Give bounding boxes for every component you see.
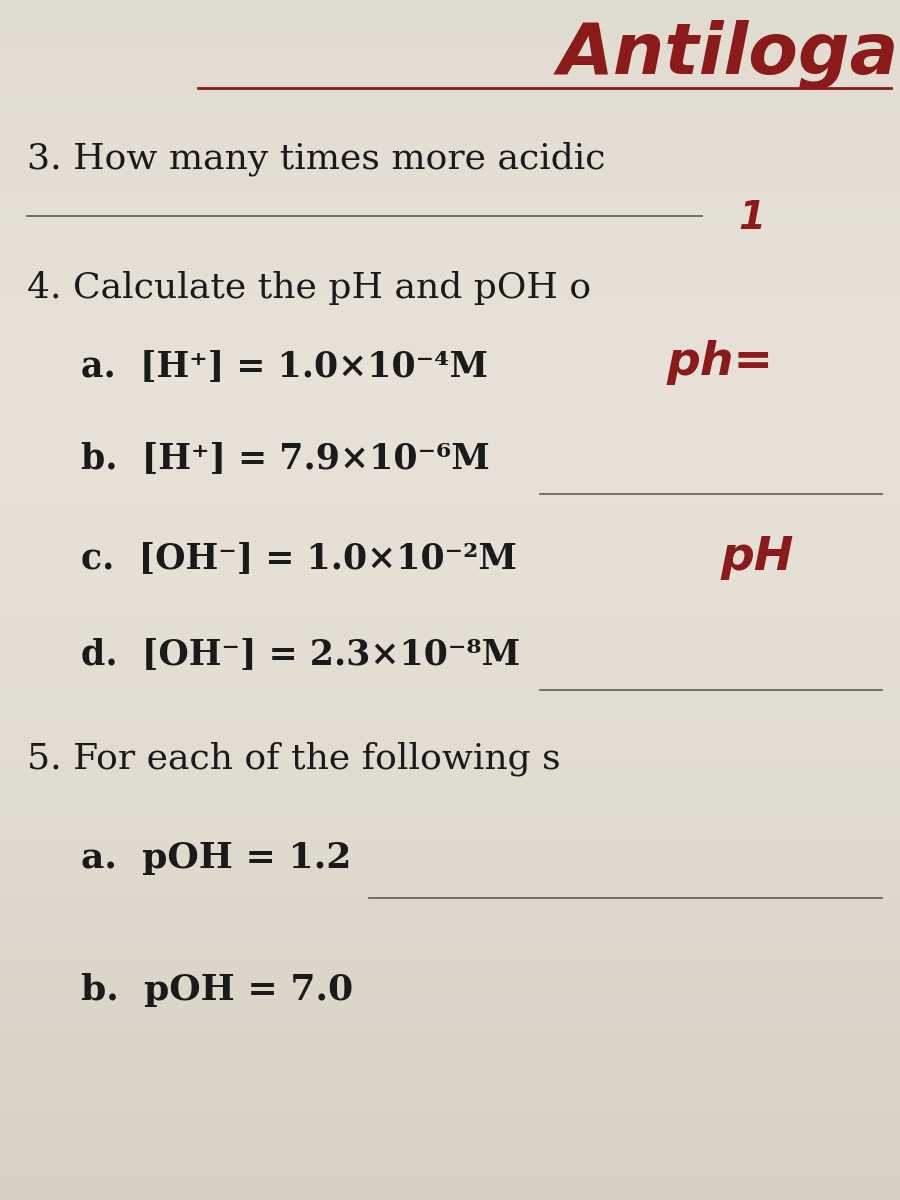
Text: Antilogarithm: Antilogarithm [558,19,900,89]
Text: d.  [OH⁻] = 2.3×10⁻⁸M: d. [OH⁻] = 2.3×10⁻⁸M [81,637,520,671]
Text: b.  [H⁺] = 7.9×10⁻⁶M: b. [H⁺] = 7.9×10⁻⁶M [81,442,490,475]
Text: 3. How many times more acidic: 3. How many times more acidic [27,142,606,175]
Text: 5. For each of the following s: 5. For each of the following s [27,742,561,775]
Text: 4. Calculate the pH and pOH o: 4. Calculate the pH and pOH o [27,271,591,305]
Text: ph=: ph= [666,340,773,385]
Text: pH: pH [720,535,794,581]
Text: c.  [OH⁻] = 1.0×10⁻²M: c. [OH⁻] = 1.0×10⁻²M [81,541,517,575]
Text: a.  pOH = 1.2: a. pOH = 1.2 [81,841,351,875]
Text: b.  pOH = 7.0: b. pOH = 7.0 [81,973,353,1007]
Text: a.  [H⁺] = 1.0×10⁻⁴M: a. [H⁺] = 1.0×10⁻⁴M [81,349,488,383]
Text: 1: 1 [738,199,765,238]
